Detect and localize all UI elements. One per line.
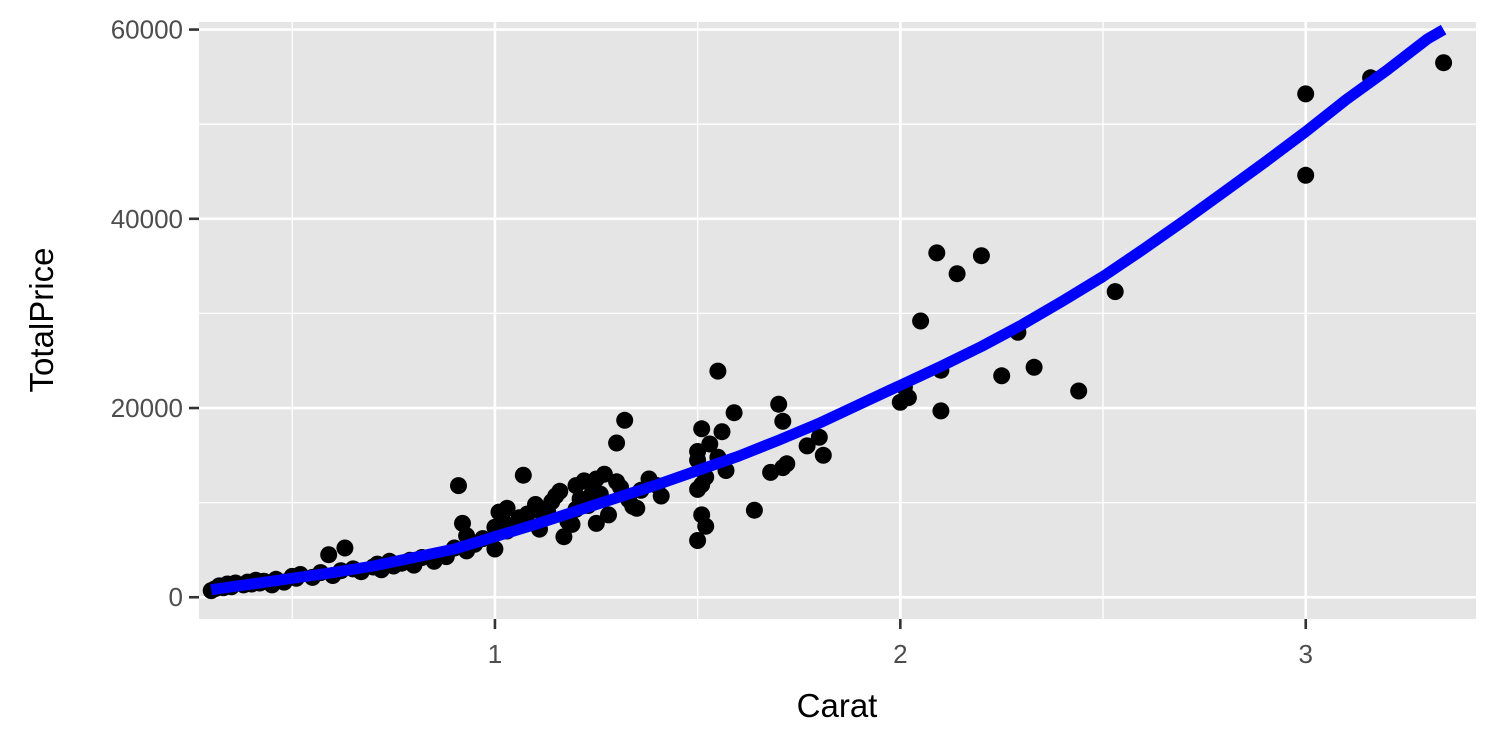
data-point xyxy=(498,499,516,517)
data-point xyxy=(745,501,763,519)
data-point xyxy=(1297,85,1315,103)
data-point xyxy=(563,515,581,533)
data-point xyxy=(948,265,966,283)
y-tick-label: 0 xyxy=(169,582,183,612)
data-point xyxy=(1297,166,1315,184)
data-point xyxy=(770,395,788,413)
data-point xyxy=(972,247,990,265)
data-point xyxy=(616,411,634,429)
major-gridlines xyxy=(199,22,1476,619)
data-point xyxy=(814,446,832,464)
data-point xyxy=(1025,358,1043,376)
data-point xyxy=(486,540,504,558)
data-point xyxy=(709,362,727,380)
data-point xyxy=(725,404,743,422)
data-point xyxy=(810,428,828,446)
data-point xyxy=(912,312,930,330)
data-point xyxy=(899,389,917,407)
data-point xyxy=(587,514,605,532)
x-tick-label: 1 xyxy=(488,639,502,669)
y-tick-label: 40000 xyxy=(111,204,183,234)
data-point xyxy=(689,443,707,460)
data-point xyxy=(774,412,792,430)
minor-gridlines xyxy=(199,22,1476,619)
data-point xyxy=(1070,382,1088,400)
data-point xyxy=(1106,283,1124,301)
x-axis: 1 2 3 xyxy=(488,619,1313,669)
data-point xyxy=(320,546,338,564)
data-point xyxy=(713,423,731,441)
x-tick-label: 2 xyxy=(893,639,907,669)
data-point xyxy=(608,434,626,452)
x-tick-label: 3 xyxy=(1298,639,1312,669)
data-point xyxy=(778,455,796,473)
data-point xyxy=(932,402,950,420)
data-point xyxy=(689,532,707,549)
plot-panel xyxy=(199,22,1476,619)
data-point xyxy=(1435,54,1453,72)
y-tick-label: 20000 xyxy=(111,393,183,423)
data-point xyxy=(514,466,532,484)
data-point xyxy=(701,435,719,453)
data-point xyxy=(336,539,354,557)
data-point xyxy=(697,517,715,535)
data-point xyxy=(551,482,569,500)
data-point xyxy=(628,499,646,517)
y-axis-title: TotalPrice xyxy=(23,248,60,393)
data-point xyxy=(652,487,670,505)
data-point xyxy=(693,420,711,438)
data-point xyxy=(993,367,1011,385)
data-point xyxy=(450,477,467,495)
data-point xyxy=(555,528,573,546)
data-point xyxy=(595,465,613,483)
fit-line xyxy=(210,24,1447,596)
data-point xyxy=(798,437,816,455)
y-tick-label: 60000 xyxy=(111,15,183,45)
data-point xyxy=(600,506,617,524)
data-point xyxy=(928,244,946,262)
x-axis-title: Carat xyxy=(797,687,878,724)
y-axis: 0 20000 40000 60000 xyxy=(111,15,199,612)
